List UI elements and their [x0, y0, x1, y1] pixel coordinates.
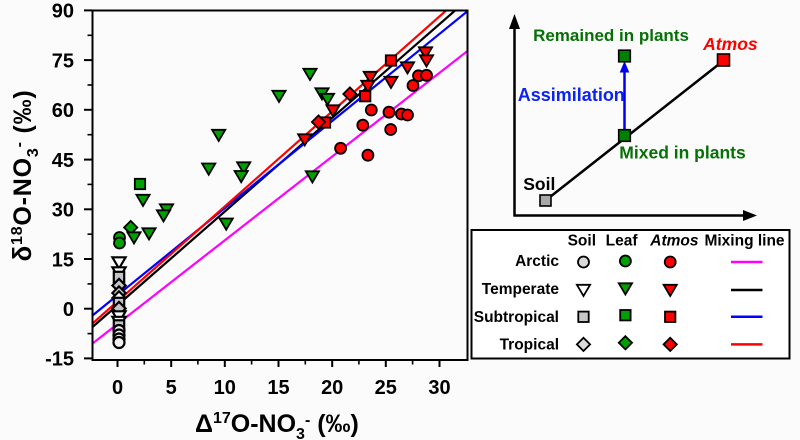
svg-text:0: 0 — [63, 299, 74, 321]
svg-text:Soil: Soil — [568, 233, 596, 250]
svg-text:20: 20 — [321, 377, 343, 399]
svg-text:0: 0 — [112, 377, 123, 399]
svg-text:Atmos: Atmos — [649, 233, 699, 250]
svg-text:60: 60 — [52, 100, 74, 122]
svg-text:Arctic: Arctic — [515, 253, 559, 270]
svg-text:90: 90 — [52, 1, 74, 23]
svg-text:75: 75 — [52, 50, 74, 72]
svg-text:15: 15 — [52, 249, 74, 271]
svg-text:Assimilation: Assimilation — [518, 85, 625, 105]
svg-text:10: 10 — [214, 377, 236, 399]
svg-text:25: 25 — [375, 377, 397, 399]
svg-text:30: 30 — [52, 200, 74, 222]
svg-text:Temperate: Temperate — [482, 281, 560, 298]
svg-text:Tropical: Tropical — [500, 337, 559, 354]
svg-text:Subtropical: Subtropical — [474, 309, 559, 326]
svg-text:Mixing line: Mixing line — [704, 233, 784, 250]
svg-text:Soil: Soil — [523, 174, 555, 194]
svg-text:-15: -15 — [45, 349, 74, 371]
svg-text:Mixed in plants: Mixed in plants — [619, 143, 746, 163]
svg-text:30: 30 — [428, 377, 450, 399]
svg-text:5: 5 — [166, 377, 177, 399]
svg-text:15: 15 — [267, 377, 289, 399]
svg-text:45: 45 — [52, 150, 74, 172]
svg-text:Leaf: Leaf — [606, 233, 639, 250]
svg-text:Remained in plants: Remained in plants — [533, 26, 689, 45]
svg-text:Atmos: Atmos — [702, 34, 758, 54]
